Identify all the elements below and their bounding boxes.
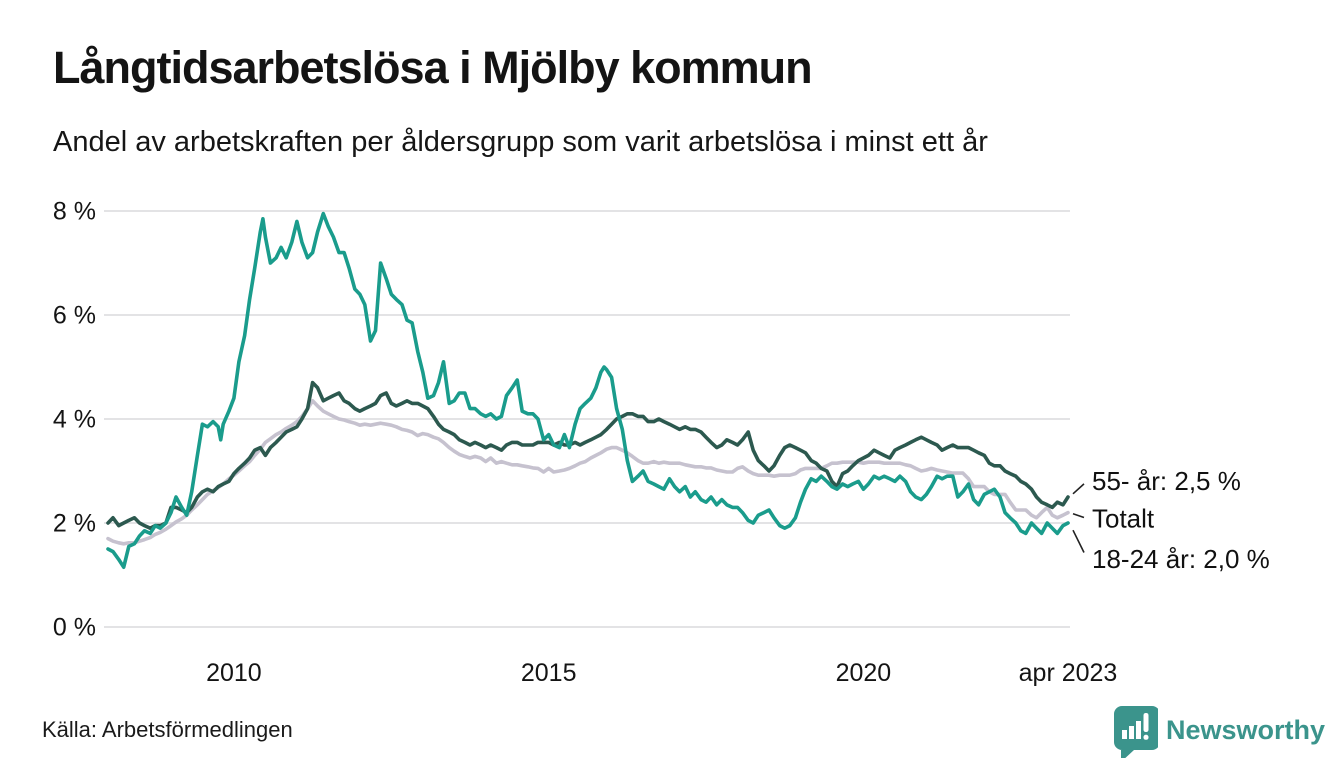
- y-tick-label: 0 %: [53, 614, 96, 642]
- page-title: Långtidsarbetslösa i Mjölby kommun: [53, 42, 813, 93]
- series-line-3: [106, 211, 1070, 570]
- series-end-label: 55- år: 2,5 %: [1092, 466, 1241, 496]
- x-tick-label: apr 2023: [1019, 659, 1118, 687]
- bar-small: [1122, 730, 1127, 739]
- x-tick-label: 2020: [836, 659, 892, 687]
- page-subtitle: Andel av arbetskraften per åldersgrupp s…: [53, 126, 988, 158]
- y-tick-label: 4 %: [53, 406, 96, 434]
- bar-medium: [1129, 726, 1134, 739]
- annotation-leader-line: [1072, 483, 1085, 495]
- y-tick-label: 8 %: [53, 198, 96, 226]
- newsworthy-logo[interactable]: Newsworthy: [1110, 702, 1325, 758]
- newsworthy-bubble-chart-icon: [1114, 706, 1158, 758]
- source-note: Källa: Arbetsförmedlingen: [42, 717, 293, 742]
- series-line-2: [106, 380, 1070, 531]
- newsworthy-logo-text: Newsworthy: [1166, 714, 1326, 745]
- annotation-leader-line: [1072, 513, 1085, 519]
- annotation-leader-line: [1072, 529, 1085, 553]
- series-end-label: Totalt: [1092, 504, 1155, 534]
- x-tick-label: 2010: [206, 659, 262, 687]
- series-line-1: [106, 398, 1070, 546]
- x-tick-label: 2015: [521, 659, 577, 687]
- y-tick-label: 2 %: [53, 510, 96, 538]
- exclamation-dot: [1143, 734, 1149, 740]
- exclamation-bar: [1143, 713, 1149, 732]
- series-end-label: 18-24 år: 2,0 %: [1092, 544, 1270, 574]
- bar-tall: [1136, 721, 1141, 739]
- y-tick-label: 6 %: [53, 302, 96, 330]
